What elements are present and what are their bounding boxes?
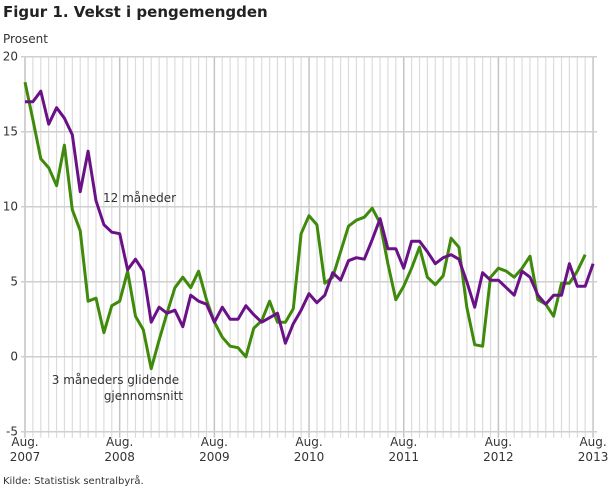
y-tick-label: 20 xyxy=(3,50,18,64)
y-tick-label: -5 xyxy=(6,425,18,439)
x-tick-label: Aug. 2011 xyxy=(388,435,419,464)
chart-title: Figur 1. Vekst i pengemengden xyxy=(3,3,268,21)
y-tick-label: 5 xyxy=(10,275,18,289)
y-ticks: -5 0 5 10 15 20 xyxy=(3,50,18,439)
series-lines xyxy=(23,81,595,371)
y-axis-label: Prosent xyxy=(3,32,48,46)
x-tick-label: Aug. 2012 xyxy=(483,435,514,464)
y-tick-label: 15 xyxy=(3,125,18,139)
x-tick-label: Aug. 2007 xyxy=(10,435,41,464)
x-tick-label: Aug. 2010 xyxy=(294,435,325,464)
x-tick-label: Aug. 2008 xyxy=(104,435,135,464)
x-tick-label: Aug. 2009 xyxy=(199,435,230,464)
series-label-3-maneders: 3 måneders glidende gjennomsnitt xyxy=(52,373,183,403)
y-tick-label: 10 xyxy=(3,200,18,214)
series-label-12-maneder: 12 måneder xyxy=(103,191,176,205)
series-line-3-maneders xyxy=(23,81,587,371)
series-line-12-maneder xyxy=(25,89,595,345)
source-note: Kilde: Statistisk sentralbyrå. xyxy=(3,474,144,487)
x-tick-label: Aug. 2013 xyxy=(578,435,609,464)
x-ticks: Aug. 2007 Aug. 2008 Aug. 2009 Aug. 2010 Aug. 2011… xyxy=(10,435,609,464)
y-tick-label: 0 xyxy=(10,350,18,364)
